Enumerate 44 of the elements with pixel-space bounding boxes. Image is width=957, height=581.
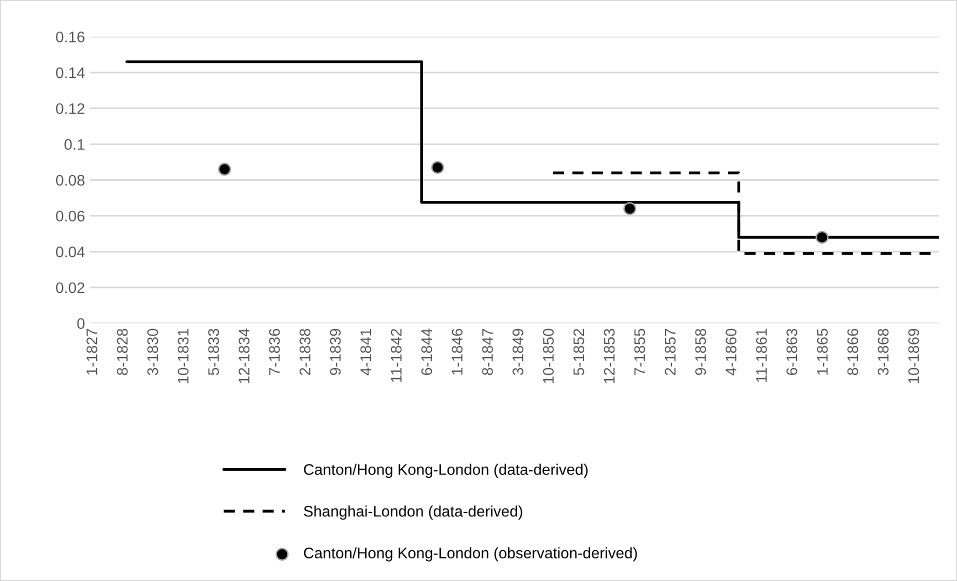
x-tick-label: 3-1849 <box>512 328 524 376</box>
y-tick-label: 0.14 <box>56 67 85 78</box>
y-tick-label: 0.16 <box>56 32 84 42</box>
x-tick-label: 8-1866 <box>847 328 858 376</box>
point <box>623 202 636 216</box>
y-tick-label: 0.12 <box>56 103 84 114</box>
y-tick-label: 0.04 <box>56 246 85 258</box>
x-tick-label: 10-1831 <box>178 328 189 384</box>
x-tick-label: 2-1838 <box>300 328 310 375</box>
x-tick-label: 9-1858 <box>695 328 706 376</box>
x-tick-label: 1-1846 <box>452 328 463 375</box>
x-tick-label: 2-1857 <box>664 328 676 375</box>
y-tick-label: 0 <box>77 318 85 329</box>
x-tick-label: 12-1834 <box>238 328 250 384</box>
y-tick-label: 0.06 <box>56 210 84 222</box>
legend-label: Canton/Hong Kong-London (observation-derived) <box>304 547 637 562</box>
y-tick-label: 0.08 <box>56 174 84 186</box>
x-tick-label: 4-1860 <box>726 328 736 376</box>
y-tick-label: 0.02 <box>56 282 84 294</box>
legend-label: Canton/Hong Kong-London (data-derived) <box>304 464 588 478</box>
x-tick-label: 6-1844 <box>421 328 432 375</box>
point <box>816 230 829 244</box>
x-tick-label: 10-1869 <box>908 328 920 384</box>
x-tick-label: 1-1865 <box>816 328 828 375</box>
point <box>431 160 444 174</box>
point <box>218 162 232 176</box>
x-tick-label: 3-1830 <box>147 328 158 376</box>
x-tick-label: 6-1863 <box>786 328 798 375</box>
x-tick-label: 11-1861 <box>756 328 767 382</box>
x-tick-label: 9-1839 <box>330 328 341 376</box>
x-tick-label: 3-1868 <box>878 328 889 376</box>
x-tick-label: 1-1827 <box>86 328 98 375</box>
y-tick-label: 0.1 <box>64 139 84 150</box>
x-tick-label: 11-1842 <box>390 328 402 382</box>
x-tick-label: 7-1855 <box>634 328 646 375</box>
x-tick-label: 10-1850 <box>542 328 554 384</box>
x-tick-label: 4-1841 <box>360 328 372 376</box>
x-tick-label: 5-1833 <box>208 328 219 376</box>
x-tick-label: 5-1852 <box>573 328 584 376</box>
x-tick-label: 7-1836 <box>269 328 280 375</box>
legend-label: Shanghai-London (data-derived) <box>304 505 522 520</box>
x-tick-label: 8-1828 <box>116 328 128 376</box>
x-tick-label: 8-1847 <box>482 328 493 376</box>
x-tick-label: 12-1853 <box>604 328 615 384</box>
